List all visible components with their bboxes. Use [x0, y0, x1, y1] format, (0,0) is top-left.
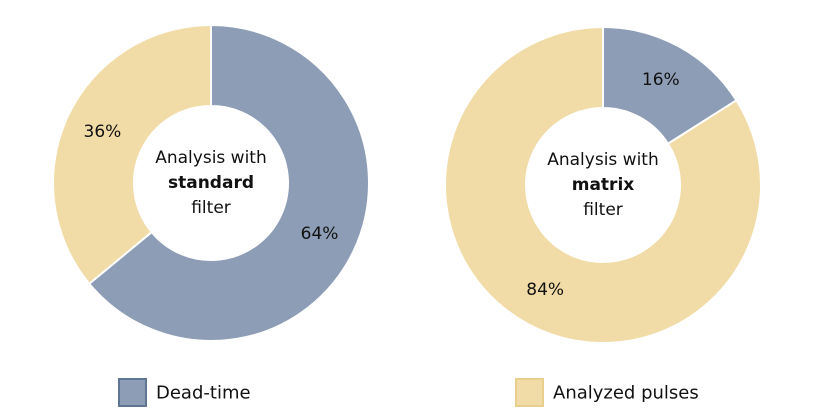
donut-2-slice-2 — [444, 25, 762, 344]
donut-2-center-line-1: Analysis with — [547, 150, 659, 170]
donut-1-slice-1 — [87, 23, 370, 342]
donut-2-data-label-2: 84% — [526, 280, 564, 300]
legend-swatch-1 — [118, 378, 147, 407]
donut-2-data-label-1: 16% — [642, 70, 680, 90]
legend-swatch-2 — [515, 378, 544, 407]
donut-1-data-label-1: 64% — [301, 224, 339, 244]
donut-2-center-line-2: matrix — [572, 175, 635, 195]
legend-label-2: Analyzed pulses — [553, 383, 699, 404]
donut-1-center-line-3: filter — [191, 198, 231, 218]
donut-2-slice-1 — [602, 25, 738, 146]
donut-1-center-line-2: standard — [168, 173, 254, 193]
donut-1-center-line-1: Analysis with — [155, 148, 267, 168]
donut-1-slice-2 — [52, 23, 212, 286]
donut-1-data-label-2: 36% — [84, 122, 122, 142]
legend-label-1: Dead-time — [156, 383, 251, 404]
donut-2-center-line-3: filter — [583, 200, 623, 220]
